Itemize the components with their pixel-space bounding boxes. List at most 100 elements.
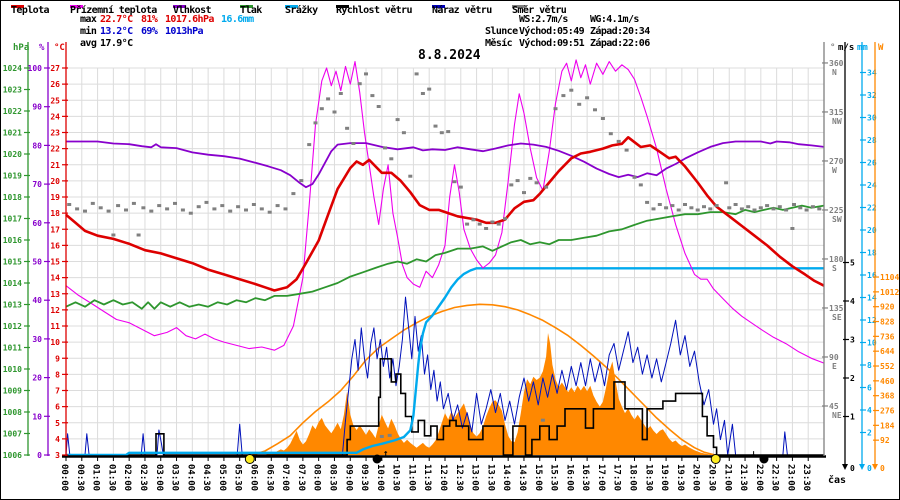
svg-text:1023: 1023	[3, 86, 22, 95]
stat-rain-total: 16.6mm	[221, 14, 254, 25]
svg-text:26: 26	[50, 80, 60, 89]
axis-right-ms: m/s 1 2 3 4 5 0	[838, 42, 855, 473]
series-solar-radiation	[264, 333, 714, 455]
x-tick-label: 11:30	[422, 464, 432, 491]
svg-text:9: 9	[55, 354, 60, 363]
srazky-swatch-icon	[285, 5, 298, 8]
svg-text:2: 2	[867, 429, 872, 438]
svg-text:12: 12	[867, 316, 877, 325]
svg-text:644: 644	[880, 347, 895, 356]
svg-text:NW: NW	[832, 117, 842, 126]
legend-label: Vlhkost	[173, 5, 212, 16]
x-tick-label: 06:00	[249, 464, 259, 491]
svg-text:1024: 1024	[3, 64, 22, 73]
svg-text:0: 0	[850, 464, 855, 473]
series-humidity	[66, 140, 825, 189]
x-tick-label: 14:30	[517, 464, 527, 491]
svg-text:25: 25	[50, 96, 60, 105]
svg-text:368: 368	[880, 392, 895, 401]
svg-text:SE: SE	[832, 313, 842, 322]
x-tick-label: 05:00	[217, 464, 227, 491]
svg-text:8: 8	[867, 361, 872, 370]
naraz-vetru-swatch-icon	[432, 5, 445, 8]
x-tick-label: 12:00	[438, 464, 448, 491]
svg-text:6: 6	[867, 384, 872, 393]
svg-text:315: 315	[829, 108, 844, 117]
x-tick-label: 00:30	[75, 464, 85, 491]
svg-text:20: 20	[867, 226, 877, 235]
svg-text:40: 40	[32, 296, 42, 305]
x-tick-label: 15:00	[533, 464, 543, 491]
svg-text:1010: 1010	[3, 365, 22, 374]
svg-text:16: 16	[50, 241, 60, 250]
svg-text:50: 50	[32, 258, 42, 267]
svg-text:8: 8	[55, 370, 60, 379]
x-tick-label: 13:30	[485, 464, 495, 491]
series-ground-temperature	[65, 59, 825, 364]
svg-text:1: 1	[850, 413, 855, 422]
sunrise-time: Východ:05:49	[519, 26, 585, 37]
svg-text:NE: NE	[832, 411, 842, 420]
svg-text:828: 828	[880, 318, 895, 327]
svg-text:32: 32	[867, 91, 877, 100]
svg-text:0: 0	[880, 464, 885, 473]
x-tick-label: 05:30	[233, 464, 243, 491]
x-tick-label: 14:00	[501, 464, 511, 491]
series-wind-gust	[65, 296, 824, 456]
svg-text:1009: 1009	[3, 387, 22, 396]
stat-wind-gust-max: WG:4.1m/s	[590, 14, 639, 25]
svg-text:4: 4	[867, 406, 872, 415]
svg-text:W: W	[832, 166, 837, 175]
axis-left-hPa: hPa 1006 1007 1008 1009 1010 1011 1012 1013 1014 1…	[3, 42, 30, 460]
x-tick-label: 22:00	[754, 464, 764, 491]
series-rain-cumulative	[66, 267, 824, 457]
sunrise-icon	[244, 454, 255, 464]
x-tick-label: 02:00	[122, 464, 132, 491]
svg-text:7: 7	[55, 387, 60, 396]
stat-min-temp: 13.2°C	[100, 26, 133, 37]
svg-text:19: 19	[50, 193, 60, 202]
svg-text:1016: 1016	[3, 236, 22, 245]
grid	[66, 67, 824, 456]
svg-text:34: 34	[867, 69, 877, 78]
svg-text:14: 14	[867, 294, 877, 303]
x-axis-caption: čas	[828, 474, 846, 486]
svg-text:17: 17	[50, 225, 60, 234]
svg-text:SW: SW	[832, 215, 842, 224]
svg-text:70: 70	[32, 180, 42, 189]
stat-max-label: max	[80, 14, 97, 25]
legend-label: Srážky	[285, 5, 318, 16]
x-tick-label: 18:30	[643, 464, 653, 491]
svg-text:°: °	[830, 43, 835, 53]
svg-text:6: 6	[55, 403, 60, 412]
svg-text:18: 18	[50, 209, 60, 218]
legend-label: Tlak	[240, 5, 262, 16]
x-tick-label: 20:00	[691, 464, 701, 491]
svg-text:m/s: m/s	[838, 43, 854, 53]
x-tick-label: 12:30	[454, 464, 464, 491]
svg-text:1006: 1006	[3, 451, 22, 460]
x-tick-label: 16:00	[564, 464, 574, 491]
svg-text:1021: 1021	[3, 129, 22, 138]
moonset-time: Západ:22:06	[590, 38, 650, 49]
svg-text:4: 4	[850, 297, 855, 306]
svg-text:225: 225	[829, 206, 844, 215]
sun-moon-markers: ↑ ↓	[244, 449, 769, 464]
legend-label: Přízemní teplota	[70, 5, 157, 16]
chart-title: 8.8.2024	[418, 48, 481, 63]
svg-text:920: 920	[880, 303, 895, 312]
x-tick-label: 21:00	[722, 464, 732, 491]
sun-label: Slunce	[485, 26, 518, 37]
svg-text:460: 460	[880, 377, 895, 386]
stat-avg-label: avg	[80, 38, 97, 49]
svg-text:1015: 1015	[3, 258, 22, 267]
svg-text:552: 552	[880, 362, 895, 371]
x-tick-label: 21:30	[738, 464, 748, 491]
svg-text:24: 24	[867, 181, 877, 190]
svg-text:18: 18	[867, 249, 877, 258]
svg-text:276: 276	[880, 407, 895, 416]
svg-text:26: 26	[867, 159, 877, 168]
svg-text:4: 4	[55, 435, 60, 444]
